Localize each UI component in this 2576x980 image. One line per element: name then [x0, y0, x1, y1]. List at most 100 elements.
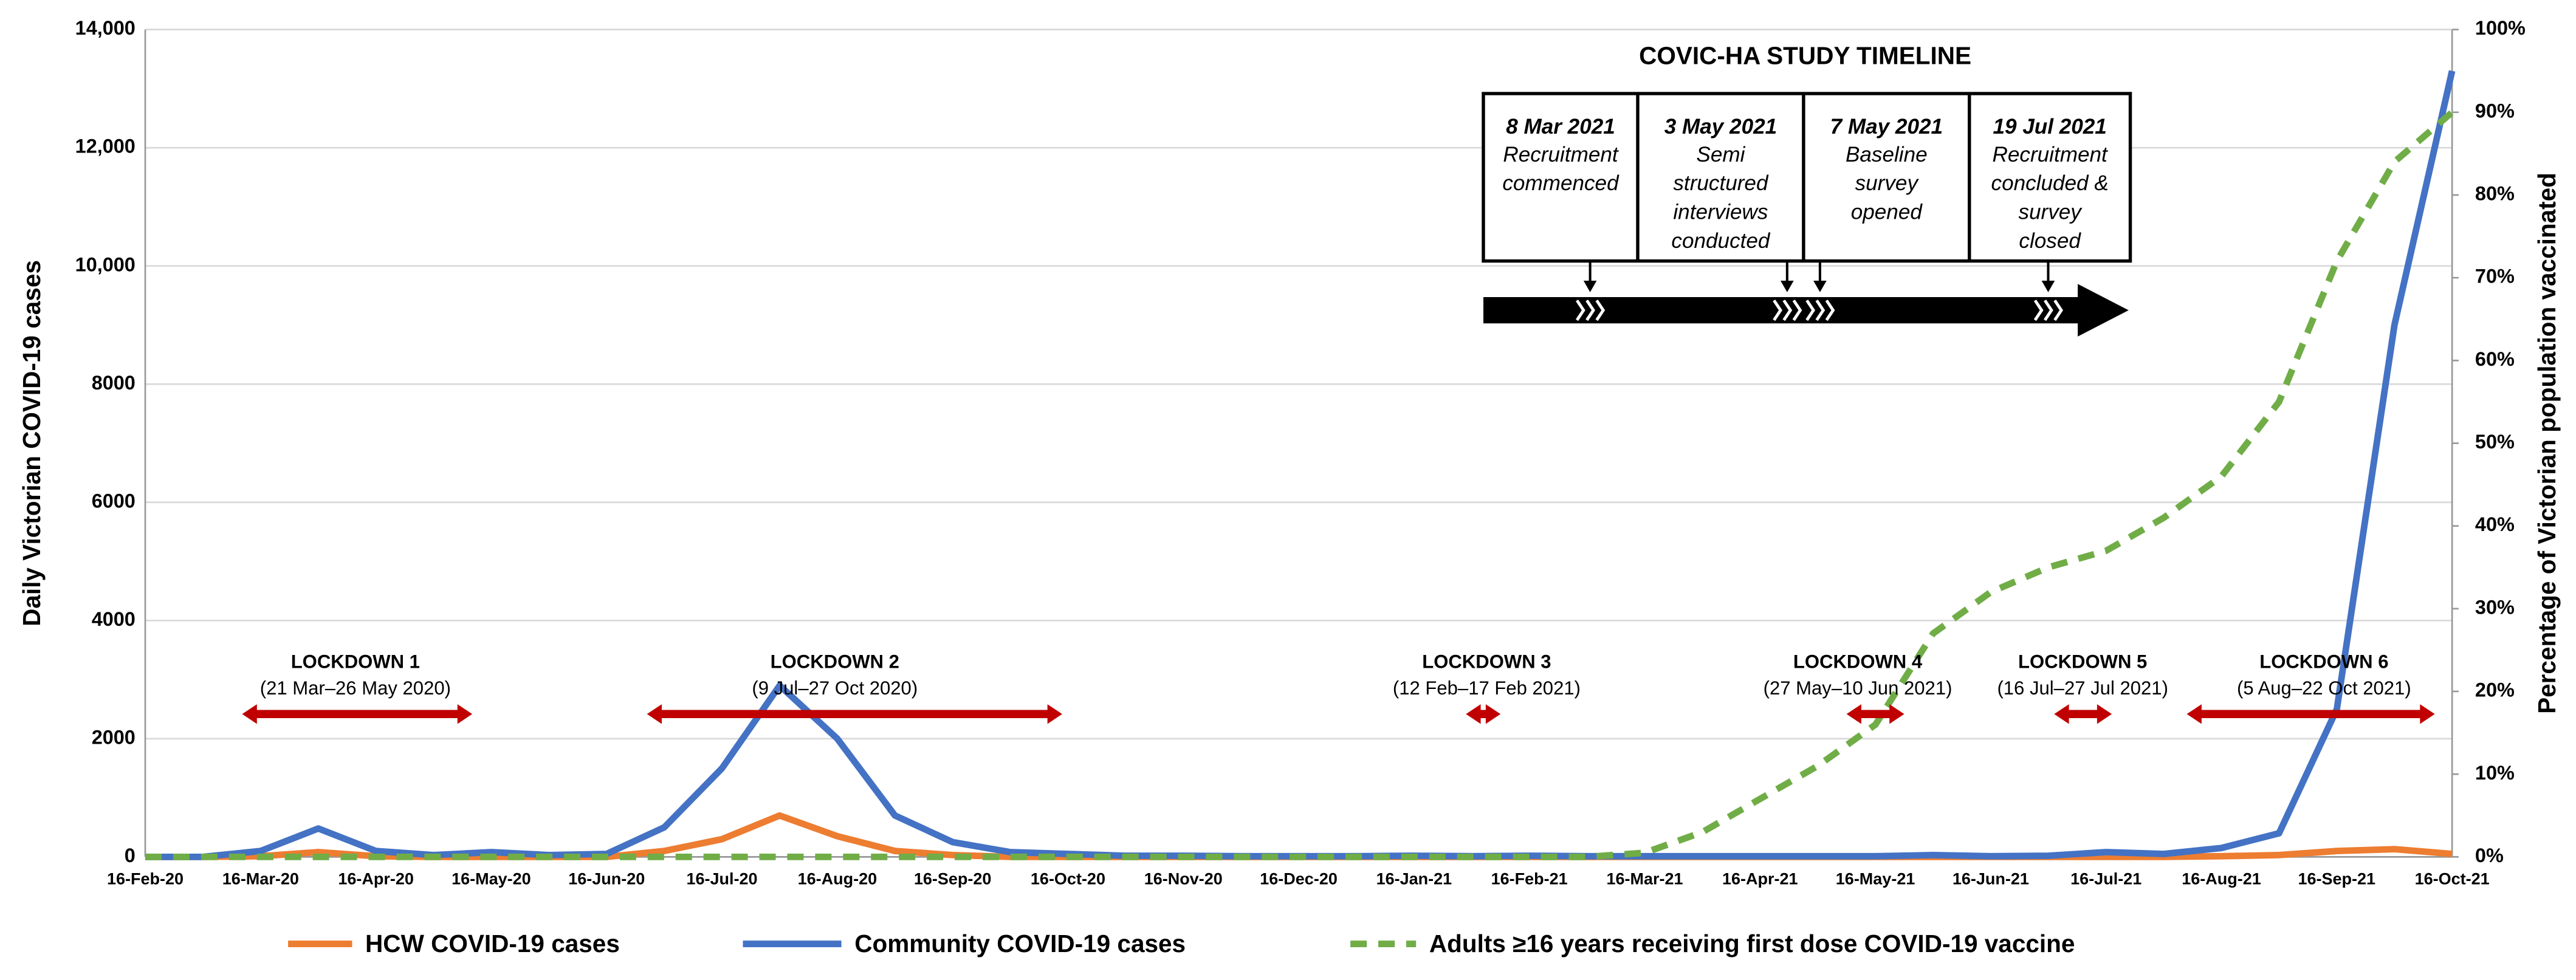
x-tick-label: 16-May-20: [452, 869, 531, 888]
lockdown-dates: (5 Aug–22 Oct 2021): [2237, 677, 2411, 699]
event-date: 3 May 2021: [1664, 115, 1777, 139]
y2-tick-label: 30%: [2475, 596, 2515, 618]
event-text: concluded &: [1991, 171, 2109, 195]
x-tick-label: 16-Mar-21: [1606, 869, 1683, 888]
x-tick-label: 16-Jun-20: [568, 869, 645, 888]
legend-label: Community COVID-19 cases: [854, 930, 1186, 958]
x-tick-label: 16-Apr-20: [338, 869, 414, 888]
event-date: 19 Jul 2021: [1993, 115, 2106, 139]
lockdown-arrow: [2054, 704, 2112, 724]
y-tick-label: 10,000: [75, 253, 136, 275]
series-line: [145, 109, 2454, 860]
y2-axis-label: Percentage of Victorian population vacci…: [2533, 173, 2561, 714]
x-tick-label: 16-Aug-21: [2182, 869, 2261, 888]
event-pointer-head: [1583, 281, 1597, 292]
chevron: [2053, 300, 2063, 321]
lockdown-arrow: [1466, 704, 1501, 724]
timeline-title: COVIC-HA STUDY TIMELINE: [1639, 41, 1971, 69]
y-tick-label: 12,000: [75, 135, 136, 157]
event-text: survey: [1855, 171, 1920, 195]
event-text: conducted: [1671, 229, 1770, 253]
lockdown-label: LOCKDOWN 2: [771, 651, 899, 673]
y-tick-label: 0: [125, 845, 136, 866]
lockdown-arrow: [242, 704, 473, 724]
x-tick-label: 16-Mar-20: [222, 869, 299, 888]
y2-tick-label: 90%: [2475, 100, 2515, 122]
legend-label: HCW COVID-19 cases: [365, 930, 620, 958]
event-text: Recruitment: [1503, 143, 1619, 166]
lockdown-label: LOCKDOWN 4: [1793, 651, 1923, 673]
timeline-box: [1482, 92, 2132, 263]
lockdown-dates: (9 Jul–27 Oct 2020): [752, 677, 918, 699]
lockdown-dates: (21 Mar–26 May 2020): [260, 677, 451, 699]
x-tick-label: 16-Jan-21: [1376, 869, 1452, 888]
x-tick-label: 16-Feb-21: [1491, 869, 1568, 888]
x-tick-label: 16-Oct-20: [1031, 869, 1105, 888]
event-date: 7 May 2021: [1830, 115, 1943, 139]
event-pointer-head: [1813, 281, 1827, 292]
y-tick-label: 14,000: [75, 17, 136, 39]
chevron: [1782, 300, 1793, 321]
event-text: closed: [2019, 229, 2081, 253]
y2-tick-label: 100%: [2475, 17, 2526, 39]
chevron: [1595, 300, 1606, 321]
y2-tick-label: 50%: [2475, 431, 2515, 453]
lockdown-label: LOCKDOWN 6: [2259, 651, 2388, 673]
chevron: [1825, 300, 1835, 321]
event-text: Recruitment: [1993, 143, 2109, 166]
x-tick-label: 16-Oct-21: [2415, 869, 2490, 888]
x-tick-label: 16-Nov-20: [1144, 869, 1223, 888]
x-tick-label: 16-Feb-20: [107, 869, 184, 888]
x-tick-label: 16-Jul-21: [2070, 869, 2142, 888]
x-tick-label: 16-Apr-21: [1722, 869, 1798, 888]
y2-tick-label: 10%: [2475, 762, 2515, 784]
lockdown-dates: (27 May–10 Jun 2021): [1764, 677, 1953, 699]
chevron: [1773, 300, 1782, 321]
y-tick-label: 2000: [92, 726, 136, 748]
y-tick-label: 8000: [92, 372, 136, 394]
y2-tick-label: 70%: [2475, 266, 2515, 287]
y2-tick-label: 0%: [2475, 845, 2504, 866]
chevron: [1815, 300, 1826, 321]
event-text: interviews: [1673, 200, 1768, 224]
lockdown-arrow: [1846, 704, 1905, 724]
chevron: [2044, 300, 2053, 321]
chevron: [1805, 300, 1816, 321]
x-tick-label: 16-Sep-21: [2298, 869, 2376, 888]
event-text: survey: [2018, 200, 2083, 224]
chevron: [1585, 300, 1595, 321]
lockdown-dates: (12 Feb–17 Feb 2021): [1393, 677, 1581, 699]
y2-tick-label: 40%: [2475, 513, 2515, 535]
y2-tick-label: 80%: [2475, 183, 2515, 205]
x-tick-label: 16-Jul-20: [687, 869, 758, 888]
x-tick-label: 16-Aug-20: [798, 869, 878, 888]
lockdown-label: LOCKDOWN 3: [1422, 651, 1551, 673]
y2-tick-label: 20%: [2475, 679, 2515, 701]
chevron: [1792, 300, 1802, 321]
lockdown-label: LOCKDOWN 1: [291, 651, 420, 673]
x-tick-label: 16-Sep-20: [914, 869, 992, 888]
event-text: structured: [1673, 171, 1769, 195]
y-tick-label: 6000: [92, 490, 136, 512]
event-text: Semi: [1696, 143, 1745, 166]
y-axis-label: Daily Victorian COVID-19 cases: [18, 260, 46, 626]
lockdown-dates: (16 Jul–27 Jul 2021): [1997, 677, 2168, 699]
y-tick-label: 4000: [92, 608, 136, 630]
legend-label: Adults ≥16 years receiving first dose CO…: [1429, 930, 2075, 958]
timeline-arrow: [1483, 284, 2129, 337]
lockdown-label: LOCKDOWN 5: [2018, 651, 2147, 673]
x-tick-label: 16-Dec-20: [1260, 869, 1338, 888]
event-text: opened: [1851, 200, 1923, 224]
event-date: 8 Mar 2021: [1506, 115, 1615, 139]
event-pointer-head: [1781, 281, 1794, 292]
chevron: [1576, 300, 1585, 321]
x-tick-label: 16-Jun-21: [1953, 869, 2029, 888]
lockdown-arrow: [647, 704, 1062, 724]
event-pointer-head: [2041, 281, 2055, 292]
event-text: Baseline: [1846, 143, 1928, 166]
lockdown-arrow: [2186, 704, 2435, 724]
event-text: commenced: [1502, 171, 1619, 195]
chevron: [2033, 300, 2044, 321]
x-tick-label: 16-May-21: [1836, 869, 1915, 888]
